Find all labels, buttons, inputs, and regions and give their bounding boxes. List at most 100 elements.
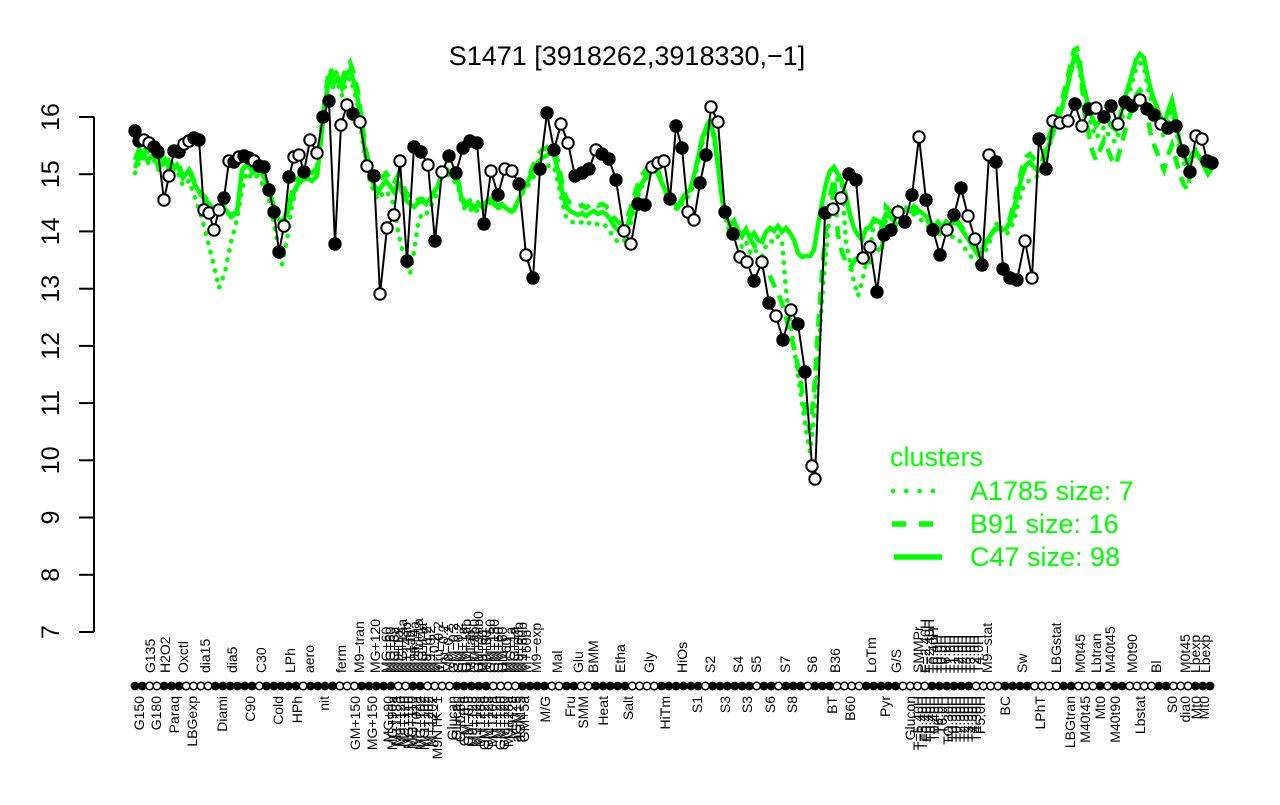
svg-text:G135: G135	[142, 639, 158, 673]
svg-text:M9+60b: M9+60b	[510, 622, 526, 673]
svg-text:T=2.40H: T=2.40H	[921, 619, 937, 673]
svg-text:S1: S1	[689, 696, 705, 713]
svg-text:GM+128: GM+128	[480, 696, 496, 750]
svg-text:S4: S4	[730, 656, 746, 673]
svg-text:M9−0.2: M9−0.2	[422, 626, 438, 673]
svg-text:LBGexp: LBGexp	[184, 696, 200, 747]
svg-text:S0: S0	[1164, 696, 1180, 713]
svg-text:MG+150: MG+150	[364, 696, 380, 750]
svg-text:LPh: LPh	[282, 648, 298, 673]
svg-text:Gly: Gly	[641, 652, 657, 673]
svg-text:Sw: Sw	[1014, 653, 1030, 673]
svg-text:M0t45: M0t45	[1072, 634, 1088, 673]
svg-text:T2.0H: T2.0H	[954, 635, 970, 673]
svg-text:GM−0.2: GM−0.2	[445, 623, 461, 673]
svg-text:S3: S3	[717, 696, 733, 713]
svg-text:T=5.40H: T=5.40H	[910, 696, 926, 750]
svg-text:14: 14	[37, 217, 65, 245]
svg-text:Fru: Fru	[562, 696, 578, 717]
svg-text:HPh: HPh	[289, 696, 305, 723]
svg-text:G150: G150	[131, 696, 147, 730]
svg-text:M9+60: M9+60	[474, 630, 490, 673]
svg-text:M/G: M/G	[537, 696, 553, 722]
svg-text:SMM: SMM	[575, 696, 591, 729]
svg-text:Mt0: Mt0	[1092, 696, 1108, 720]
svg-text:MG+90: MG+90	[380, 696, 396, 743]
svg-text:GM−0.2: GM−0.2	[450, 623, 466, 673]
svg-text:M+60b: M+60b	[518, 630, 534, 673]
svg-text:HiTm: HiTm	[657, 696, 673, 729]
svg-text:M+102a: M+102a	[408, 696, 424, 747]
svg-text:MG+1a: MG+1a	[506, 626, 522, 673]
svg-text:HiOs: HiOs	[674, 642, 690, 673]
svg-text:Heat: Heat	[595, 696, 611, 726]
svg-text:MG+90a: MG+90a	[384, 696, 400, 750]
svg-text:Fru−0.2: Fru−0.2	[435, 624, 451, 673]
svg-text:MG+102: MG+102	[416, 696, 432, 750]
svg-text:M+128a: M+128a	[472, 696, 488, 747]
svg-text:T3.0H: T3.0H	[962, 635, 978, 673]
svg-text:B60: B60	[842, 696, 858, 721]
svg-text:H2O2: H2O2	[157, 636, 173, 673]
svg-text:S3: S3	[739, 696, 755, 713]
svg-text:T0.40H: T0.40H	[922, 696, 938, 742]
svg-text:Cold: Cold	[270, 696, 286, 725]
svg-text:M9tr+4a: M9tr+4a	[406, 621, 422, 673]
svg-text:GM−0.8: GM−0.8	[456, 696, 472, 746]
svg-text:ferm: ferm	[333, 645, 349, 673]
svg-text:MG+6a: MG+6a	[386, 626, 402, 673]
svg-text:A1785 size: 7: A1785 size: 7	[970, 476, 1134, 506]
svg-text:MG+1a: MG+1a	[502, 626, 518, 673]
svg-text:T6.0H: T6.0H	[934, 696, 950, 734]
svg-text:MGtr+1a: MGtr+1a	[410, 618, 426, 673]
svg-text:LPhT: LPhT	[1032, 696, 1048, 730]
svg-text:M9+120: M9+120	[392, 696, 408, 747]
svg-text:S1471 [3918262,3918330,−1]: S1471 [3918262,3918330,−1]	[449, 41, 806, 71]
svg-text:T1.0H: T1.0H	[946, 635, 962, 673]
svg-text:T0.0H: T0.0H	[933, 635, 949, 673]
svg-text:F0.40H: F0.40H	[918, 696, 934, 742]
svg-text:T0.0H: T0.0H	[929, 635, 945, 673]
svg-text:Lbexp: Lbexp	[1197, 635, 1213, 673]
svg-text:Lbstat: Lbstat	[1132, 696, 1148, 734]
svg-text:T3.30H: T3.30H	[960, 696, 976, 742]
svg-text:T0.40H: T0.40H	[925, 627, 941, 673]
svg-text:7: 7	[37, 625, 65, 639]
svg-text:Glucan: Glucan	[444, 696, 460, 740]
svg-text:M9+120: M9+120	[396, 696, 412, 747]
svg-text:S7: S7	[777, 656, 793, 673]
svg-text:M9−0.2: M9−0.2	[440, 626, 456, 673]
svg-text:M9+28: M9+28	[504, 696, 520, 739]
svg-text:Mt0: Mt0	[1196, 696, 1212, 720]
svg-text:Diami: Diami	[214, 696, 230, 732]
svg-text:dia0: dia0	[1177, 696, 1193, 723]
svg-text:F5.0H: F5.0H	[972, 696, 988, 734]
svg-text:Paraq: Paraq	[166, 696, 182, 733]
svg-text:M+120: M+120	[488, 696, 504, 739]
svg-text:BC: BC	[997, 696, 1013, 715]
svg-text:Glucan: Glucan	[448, 696, 464, 740]
svg-text:M9−stat: M9−stat	[979, 623, 995, 673]
svg-text:T2.0H: T2.0H	[950, 635, 966, 673]
svg-text:TO.30H: TO.30H	[940, 696, 956, 745]
svg-text:T3.0H: T3.0H	[958, 635, 974, 673]
svg-text:M+1202: M+1202	[424, 696, 440, 747]
svg-text:M+14ab: M+14ab	[398, 622, 414, 673]
svg-text:clusters: clusters	[890, 442, 983, 472]
svg-text:S6: S6	[762, 696, 778, 713]
svg-text:S2: S2	[702, 656, 718, 673]
svg-text:M9+128: M9+128	[464, 696, 480, 747]
svg-text:GM+150: GM+150	[486, 619, 502, 673]
svg-text:M9−tran: M9−tran	[351, 621, 367, 673]
svg-text:C30: C30	[253, 647, 269, 673]
svg-text:Glu: Glu	[570, 651, 586, 673]
svg-text:T4.0H: T4.0H	[970, 635, 986, 673]
svg-text:M9−exp: M9−exp	[528, 623, 544, 673]
svg-text:GM+5a: GM+5a	[516, 696, 532, 743]
svg-text:MG+110: MG+110	[400, 696, 416, 749]
svg-text:LBGstat: LBGstat	[1048, 622, 1064, 673]
svg-text:aero: aero	[301, 645, 317, 673]
svg-text:T0.30H: T0.30H	[944, 696, 960, 742]
svg-text:F=2.40H: F=2.40H	[917, 619, 933, 673]
svg-text:10: 10	[37, 446, 65, 474]
